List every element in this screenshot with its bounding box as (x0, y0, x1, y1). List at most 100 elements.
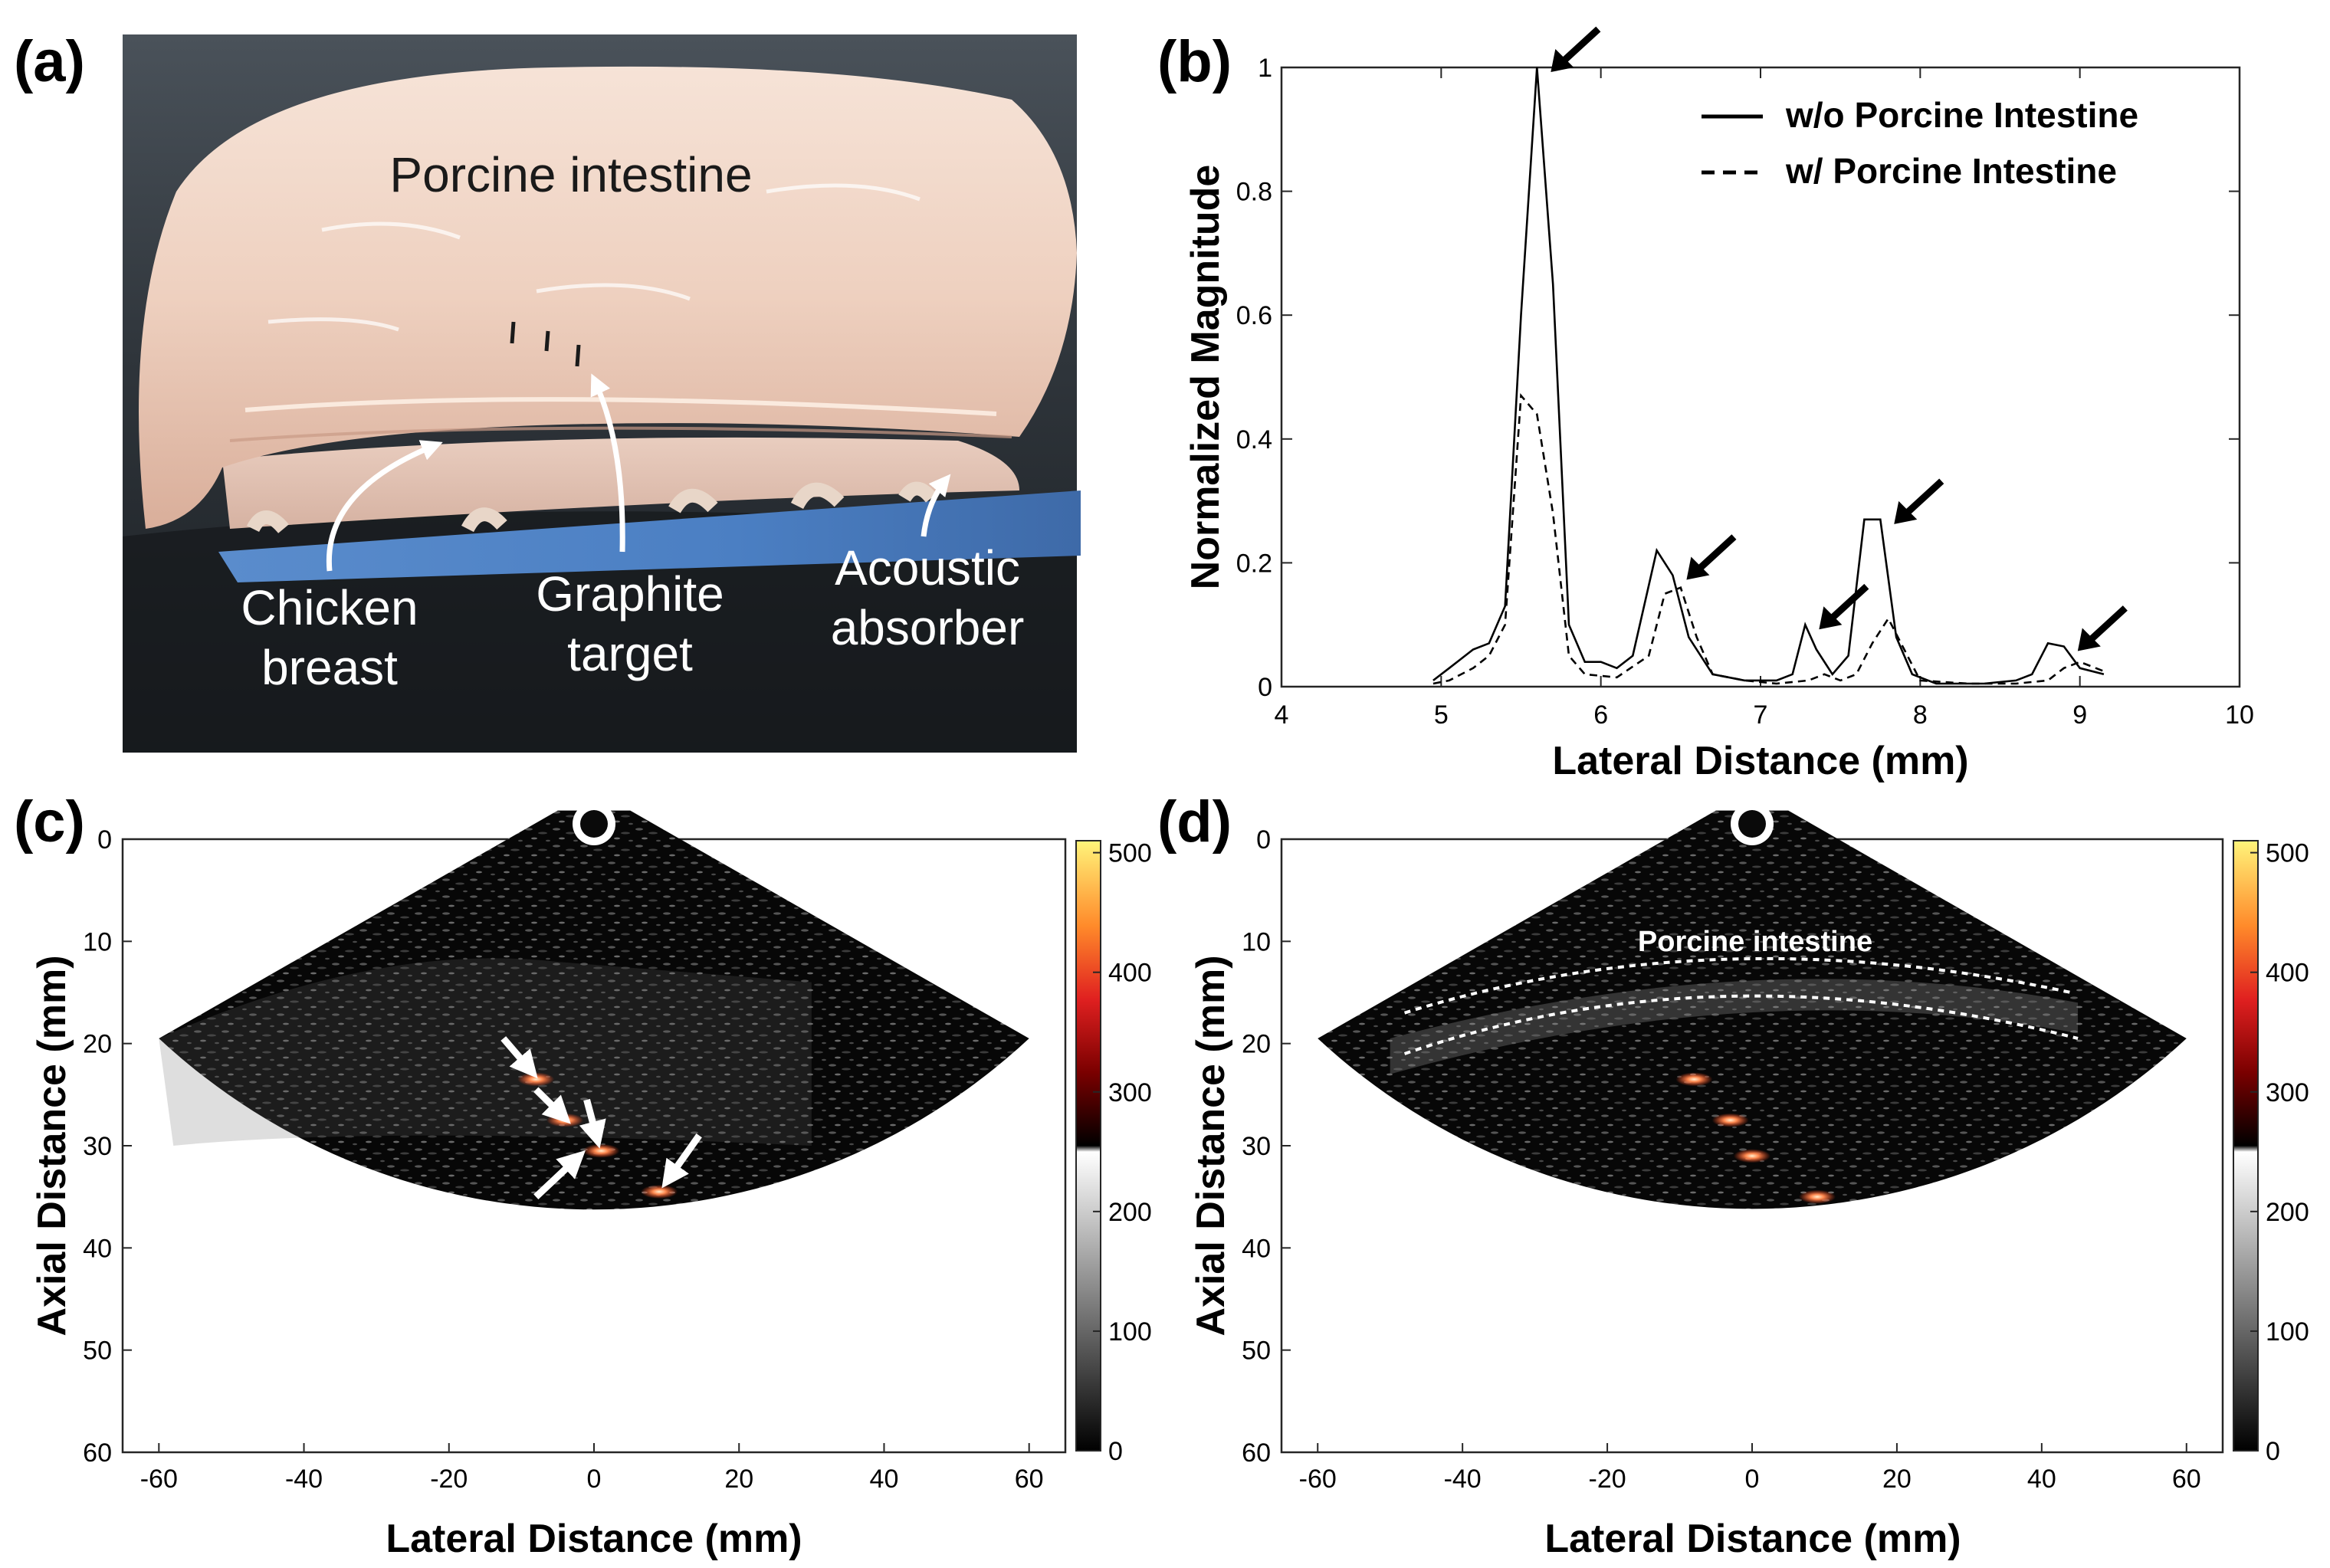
colorbar-tick-label: 200 (1108, 1198, 1152, 1227)
panel-b: (b) 4 5 6 7 8 9 10 0 0.2 0.4 0.6 0.8 1 w/o Porcine I… (1157, 26, 2254, 783)
colorbar-tick-label: 100 (1108, 1317, 1152, 1347)
ytick-label: 40 (83, 1234, 112, 1263)
pa-target-spot (1711, 1113, 1749, 1127)
chart-b-peak-arrow (1819, 583, 1869, 630)
xtick-label: -20 (1589, 1465, 1626, 1494)
chart-b-xtick-label: 4 (1275, 700, 1289, 730)
chart-b-ticks: 4 5 6 7 8 9 10 0 0.2 0.4 0.6 0.8 1 (1236, 54, 2254, 730)
colorbar-tick-label: 200 (2266, 1198, 2309, 1227)
chart-b-peak-arrow (2077, 605, 2128, 651)
xtick-label: 20 (1882, 1465, 1912, 1494)
image-d-ylabel: Axial Distance (mm) (1189, 955, 1233, 1336)
ytick-label: 60 (83, 1438, 112, 1468)
pa-target-spot (1799, 1189, 1836, 1204)
image-c-ticks: -60 -40 -20 0 20 40 60 0 10 20 30 40 50 60 (83, 825, 1043, 1494)
panel-d-label: (d) (1157, 789, 1232, 855)
colorbar-c: 500 400 300 200 100 0 (1075, 839, 1152, 1466)
colorbar-c-gradient (1075, 840, 1101, 1452)
label-graphite-line1: Graphite (536, 566, 724, 622)
panel-a-label: (a) (14, 29, 85, 94)
arrow-acoustic-absorber (921, 474, 951, 537)
image-d-xlabel: Lateral Distance (mm) (1544, 1517, 1961, 1561)
chart-b-xtick-label: 5 (1434, 700, 1449, 730)
chart-b-ytick-label: 1 (1258, 54, 1272, 83)
ytick-label: 10 (83, 927, 112, 956)
series-with-intestine-line (1432, 392, 2105, 685)
colorbar-tick-label: 100 (2266, 1317, 2309, 1347)
image-d-ticks: -60 -40 -20 0 20 40 60 0 10 20 30 40 50 60 (1242, 825, 2201, 1494)
xtick-label: -60 (1299, 1465, 1337, 1494)
ultrasound-sector-c (159, 810, 1029, 1210)
xtick-label: -60 (140, 1465, 178, 1494)
xtick-label: 0 (1745, 1465, 1760, 1494)
colorbar-d-gradient (2233, 840, 2259, 1452)
chart-b-ytick-label: 0.4 (1236, 425, 1272, 454)
xtick-label: 60 (1015, 1465, 1044, 1494)
colorbar-d: 500 400 300 200 100 0 (2233, 839, 2309, 1466)
tissue-fragments (246, 481, 937, 534)
panel-a: (a) Porcine intestine Chicken breast Gra… (14, 29, 1081, 753)
chart-b-series (1432, 67, 2105, 685)
chart-b-peak-arrow (1551, 26, 1601, 72)
chart-b-ylabel: Normalized Magnitude (1183, 165, 1228, 590)
image-d-sector (1318, 802, 2187, 1209)
colorbar-tick-label: 0 (1108, 1437, 1123, 1466)
label-chicken-line1: Chicken (241, 580, 418, 635)
colorbar-tick-label: 500 (1108, 839, 1152, 868)
xtick-label: -20 (430, 1465, 468, 1494)
porcine-intestine-tissue (139, 66, 1077, 530)
ytick-label: 0 (1256, 825, 1271, 855)
chart-b-frame (1280, 66, 2241, 688)
label-graphite-line2: target (567, 626, 693, 681)
chart-b-arrows (1551, 26, 2128, 651)
xtick-label: -40 (285, 1465, 323, 1494)
chart-b-legend: w/o Porcine Intestine w/ Porcine Intesti… (1702, 95, 2138, 191)
ytick-label: 0 (97, 825, 112, 855)
target-arrow (579, 1098, 606, 1149)
colorbar-tick-label: 400 (2266, 959, 2309, 988)
label-absorber-line1: Acoustic (835, 540, 1020, 595)
colorbar-tick-label: 300 (1108, 1078, 1152, 1107)
chart-b-xtick-label: 7 (1754, 700, 1768, 730)
target-arrow (661, 1133, 702, 1189)
image-c-xlabel: Lateral Distance (mm) (386, 1517, 802, 1561)
panel-d: (d) -60 -40 -20 0 20 40 60 0 10 20 30 40 50 60 Porcin… (1157, 789, 2309, 1561)
chart-b-peak-arrow (1894, 478, 1944, 524)
pa-target-spot (1734, 1149, 1770, 1163)
legend-dashed-label: w/ Porcine Intestine (1785, 151, 2117, 191)
xtick-label: 20 (724, 1465, 753, 1494)
label-porcine-intestine: Porcine intestine (389, 147, 752, 202)
label-absorber-line2: absorber (831, 600, 1025, 655)
chart-b-ytick-label: 0.8 (1236, 178, 1272, 207)
target-arrow (533, 1150, 586, 1199)
colorbar-tick-label: 300 (2266, 1078, 2309, 1107)
colorbar-tick-label: 0 (2266, 1437, 2280, 1466)
pa-target-spot (517, 1072, 555, 1087)
intestine-boundary-upper (1403, 956, 2072, 1015)
target-arrow (533, 1087, 571, 1124)
pa-target-spot (582, 1143, 620, 1158)
chart-b-xtick-label: 6 (1593, 700, 1608, 730)
xtick-label: 40 (2027, 1465, 2056, 1494)
xtick-label: 0 (587, 1465, 602, 1494)
acoustic-absorber-pad (218, 490, 1081, 582)
panel-c: (c) -60 -40 -20 0 20 40 60 0 10 20 30 40 50 60 500 400… (14, 789, 1152, 1561)
ytick-label: 60 (1242, 1438, 1271, 1468)
arrow-chicken-breast (326, 440, 443, 572)
ultrasound-sector-d (1318, 810, 2187, 1209)
target-arrow (500, 1036, 538, 1079)
xtick-label: 60 (2172, 1465, 2201, 1494)
image-d-intestine-label: Porcine intestine (1638, 926, 1872, 958)
chart-b-peak-arrow (1686, 534, 1737, 580)
ytick-label: 30 (1242, 1132, 1271, 1161)
chart-b-xlabel: Lateral Distance (mm) (1552, 739, 1968, 783)
chart-b-ytick-label: 0.6 (1236, 301, 1272, 330)
pa-target-spot (1675, 1072, 1713, 1087)
chart-b-ytick-label: 0 (1258, 673, 1272, 702)
arrow-graphite-target (590, 373, 625, 553)
image-c-ylabel: Axial Distance (mm) (30, 955, 74, 1336)
ytick-label: 10 (1242, 927, 1271, 956)
ytick-label: 40 (1242, 1234, 1271, 1263)
ytick-label: 30 (83, 1132, 112, 1161)
